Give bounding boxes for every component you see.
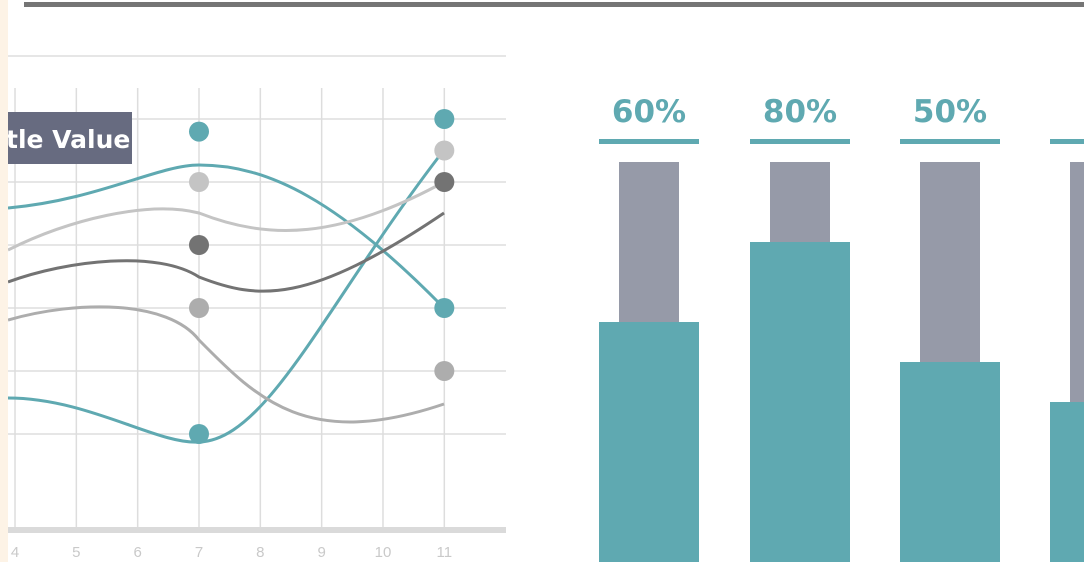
chart-canvas: 4 5 6 7 8 9 10 11 tle Value 60% 80% 50% 4 — [8, 55, 1084, 562]
bar-value-label: 60% — [612, 94, 686, 130]
x-tick-label: 8 — [256, 544, 264, 561]
data-point — [189, 121, 209, 142]
x-tick-label: 11 — [437, 544, 453, 561]
bar-value-label: 80% — [763, 94, 837, 130]
infographic-panel: 4 5 6 7 8 9 10 11 tle Value 60% 80% 50% 4 — [8, 0, 1084, 562]
x-tick-label: 7 — [195, 544, 203, 561]
bar-fill — [1050, 402, 1084, 562]
series-line — [8, 180, 445, 252]
data-point — [434, 361, 455, 381]
series-line — [8, 149, 446, 444]
data-point — [434, 109, 455, 129]
data-point — [189, 424, 209, 444]
x-tick-label: 6 — [133, 544, 141, 561]
value-tag-label: tle Value — [8, 125, 130, 154]
value-tag — [8, 112, 132, 164]
bar-fill — [750, 242, 850, 562]
x-tick-label: 9 — [317, 544, 325, 561]
bar-fill — [900, 362, 1000, 562]
x-tick-label: 5 — [72, 544, 80, 561]
series-line — [8, 305, 445, 424]
bar-label-underline — [900, 139, 1000, 144]
bar-label-underline — [599, 139, 699, 144]
data-point — [189, 235, 209, 255]
x-tick-label: 4 — [11, 544, 19, 561]
data-point — [189, 172, 209, 192]
bar-value-label: 50% — [913, 94, 987, 130]
bar-fill — [599, 322, 699, 562]
top-divider — [24, 2, 1084, 7]
x-tick-label: 10 — [375, 544, 392, 561]
bar-chart: 60%80%50%4 — [599, 94, 1084, 562]
bar-label-underline — [1050, 139, 1084, 144]
x-axis-baseline — [8, 527, 506, 533]
line-chart: 4 5 6 7 8 9 10 11 tle Value — [8, 55, 506, 561]
data-point — [189, 298, 209, 318]
data-point — [434, 298, 455, 318]
series-line — [8, 211, 445, 293]
data-point — [434, 172, 455, 192]
data-point — [434, 140, 455, 161]
series-line — [8, 163, 446, 310]
bar-label-underline — [750, 139, 850, 144]
